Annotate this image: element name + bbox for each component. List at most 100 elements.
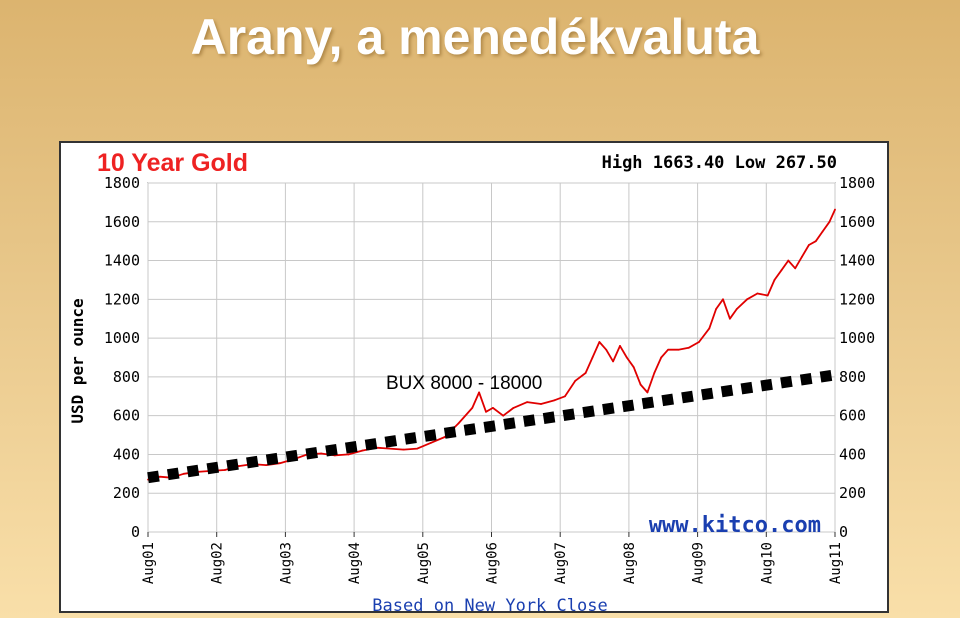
gold-price-point — [801, 255, 803, 258]
x-tick-label: Aug05 — [416, 542, 432, 584]
gold-price-point — [591, 356, 594, 359]
gold-price-point — [574, 379, 577, 382]
gold-price-point — [553, 399, 556, 402]
gold-price-point — [698, 341, 700, 343]
x-tick-label: Aug01 — [141, 542, 157, 584]
gold-price-point — [646, 391, 649, 394]
y-tick-label-left: 200 — [113, 484, 140, 502]
chart-stats: High 1663.40 Low 267.50 — [602, 153, 837, 173]
x-tick-label: Aug11 — [828, 542, 844, 584]
gold-price-point — [491, 407, 494, 409]
x-axis-label: Based on New York Close — [372, 596, 607, 611]
gold-price-chart: 0 0 200 200 400 400 600 600 800 800 1000 1000 1200 12… — [68, 149, 875, 611]
x-tick-label: Aug02 — [210, 542, 226, 584]
x-tick-label: Aug06 — [485, 542, 501, 584]
gold-price-point — [794, 267, 797, 270]
y-tick-label-left: 1800 — [104, 174, 140, 192]
y-tick-label-right: 1600 — [839, 213, 875, 231]
gold-price-point — [821, 230, 824, 233]
gold-price-point — [347, 453, 350, 456]
x-tick-label: Aug07 — [553, 542, 569, 584]
gold-price-point — [158, 475, 161, 478]
bux-annotation: BUX 8000 - 18000 — [386, 373, 542, 394]
x-tick-label: Aug08 — [622, 542, 638, 584]
gold-price-point — [471, 407, 474, 409]
y-axis-label: USD per ounce — [68, 298, 87, 423]
x-tick-label: Aug09 — [691, 542, 707, 584]
gold-price-point — [708, 327, 711, 330]
gold-price-point — [457, 422, 460, 425]
gold-price-point — [814, 240, 817, 243]
gold-price-point — [416, 447, 419, 450]
gold-price-point — [502, 414, 505, 417]
y-tick-label-left: 800 — [113, 368, 140, 386]
y-tick-label-left: 1200 — [104, 290, 140, 308]
gold-price-point — [807, 244, 810, 246]
x-tick-label: Aug03 — [278, 542, 294, 584]
gold-price-point — [660, 356, 663, 359]
gold-price-point — [598, 341, 601, 343]
y-tick-label-right: 1800 — [839, 174, 875, 192]
slide-title: Arany, a menedékvaluta — [190, 9, 760, 65]
kitco-watermark: www.kitco.com — [649, 513, 821, 538]
y-tick-label-left: 0 — [131, 523, 140, 541]
gold-price-point — [320, 452, 323, 455]
gold-price-point — [619, 344, 621, 347]
y-tick-label-right: 0 — [839, 523, 848, 541]
gold-price-point — [564, 395, 566, 398]
gold-price-point — [773, 279, 776, 281]
bux-trend-line — [147, 369, 836, 484]
x-tick-label: Aug10 — [759, 542, 775, 584]
y-tick-label-right: 600 — [839, 407, 866, 425]
gold-price-point — [224, 469, 226, 471]
gold-price-point — [612, 360, 614, 363]
y-tick-label-right: 1000 — [839, 329, 875, 347]
series-layer — [147, 208, 836, 484]
y-tick-label-left: 1000 — [104, 329, 140, 347]
y-tick-label-right: 800 — [839, 368, 866, 386]
gold-price-point — [756, 292, 759, 295]
gold-price-point — [402, 448, 405, 451]
chart-frame: 0 0 200 200 400 400 600 600 800 800 1000 1000 1200 12… — [59, 141, 889, 613]
gold-price-point — [485, 410, 487, 413]
y-tick-label-left: 1400 — [104, 252, 140, 270]
gold-price-point — [388, 447, 391, 450]
gold-price-point — [653, 372, 656, 374]
gold-price-point — [639, 383, 642, 386]
axis-layer: 0 0 200 200 400 400 600 600 800 800 1000 1000 1200 12… — [104, 174, 875, 584]
y-tick-label-right: 1200 — [839, 290, 875, 308]
gold-price-point — [677, 348, 680, 351]
y-tick-label-right: 1400 — [839, 252, 875, 270]
gold-price-point — [361, 449, 364, 452]
grid-layer — [147, 182, 836, 533]
gold-price-point — [735, 308, 738, 310]
gold-price-point — [540, 403, 542, 405]
gold-price-point — [780, 269, 783, 272]
gold-price-point — [182, 472, 185, 475]
gold-price-point — [687, 346, 690, 349]
gold-price-point — [828, 220, 831, 223]
x-tick-label: Aug04 — [347, 542, 363, 584]
gold-price-point — [746, 298, 748, 301]
gold-price-point — [722, 298, 724, 301]
gold-price-point — [430, 441, 432, 444]
gold-price-point — [834, 208, 836, 211]
chart-title: 10 Year Gold — [97, 149, 248, 177]
gold-price-point — [279, 462, 281, 465]
y-tick-label-left: 1600 — [104, 213, 140, 231]
gold-price-point — [728, 317, 731, 320]
y-tick-label-left: 400 — [113, 445, 140, 463]
gold-price-point — [512, 407, 515, 409]
y-tick-label-left: 600 — [113, 407, 140, 425]
gold-price-point — [265, 464, 268, 467]
gold-price-point — [478, 391, 481, 394]
gold-price-point — [584, 372, 587, 374]
gold-price-point — [667, 348, 669, 351]
gold-price-point — [766, 294, 769, 297]
gold-price-point — [787, 259, 790, 262]
gold-price-point — [605, 348, 608, 351]
gold-price-point — [632, 366, 635, 369]
gold-price-point — [625, 356, 628, 359]
gold-price-point — [715, 308, 718, 310]
y-tick-label-right: 400 — [839, 445, 866, 463]
